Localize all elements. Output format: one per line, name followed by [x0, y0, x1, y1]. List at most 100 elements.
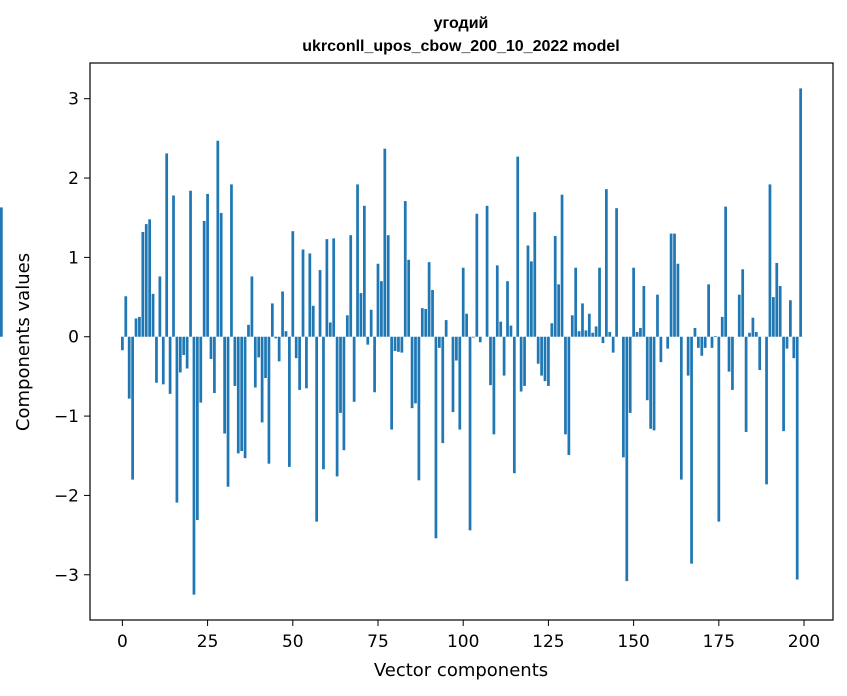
- bar-54: [305, 336, 308, 389]
- y-tick-label: −1: [54, 407, 79, 427]
- bar-68: [352, 336, 356, 402]
- bar-100: [461, 267, 465, 337]
- bar-101: [465, 313, 468, 337]
- x-axis-label: Vector components: [374, 660, 548, 681]
- bar-153: [642, 285, 646, 337]
- bar-98: [455, 336, 458, 361]
- x-tick-label: 175: [703, 632, 735, 652]
- bar-173: [710, 336, 714, 348]
- bar-191: [771, 297, 775, 337]
- bar-186: [754, 331, 758, 337]
- bar-125: [547, 336, 550, 386]
- bar-162: [673, 233, 676, 337]
- bar-149: [628, 336, 632, 413]
- x-tick-label: 125: [532, 632, 564, 652]
- x-tick-label: 0: [117, 632, 128, 652]
- bar-124: [543, 336, 547, 382]
- x-tick-label: 75: [367, 632, 389, 652]
- bar-37: [247, 324, 250, 337]
- bar-117: [519, 336, 523, 392]
- bar-22: [196, 336, 199, 521]
- bar-16: [175, 336, 179, 503]
- chart-subtitle: ukrconll_upos_cbow_200_10_2022 model: [302, 38, 619, 55]
- bar-147: [622, 336, 625, 458]
- bar-160: [666, 336, 670, 349]
- bar-152: [639, 328, 642, 337]
- bar-80: [393, 336, 397, 352]
- bar-21: [192, 336, 196, 595]
- bar-142: [604, 189, 608, 337]
- bar-169: [697, 336, 700, 348]
- bar-0: [121, 336, 124, 351]
- bar-120: [530, 261, 533, 337]
- bar-170: [700, 336, 704, 356]
- bar-179: [731, 336, 734, 390]
- bar-161: [669, 233, 673, 337]
- bar-140: [598, 267, 601, 337]
- y-tick-label: −2: [54, 486, 79, 506]
- bar-58: [318, 270, 322, 337]
- bar-75: [376, 263, 380, 337]
- bar-181: [737, 294, 741, 337]
- bar-151: [635, 331, 639, 337]
- bar-193: [778, 285, 782, 337]
- bar-14: [168, 336, 172, 394]
- bar-82: [400, 336, 404, 353]
- bar-167: [690, 336, 693, 564]
- bar-192: [775, 262, 779, 337]
- bar-74: [373, 336, 376, 393]
- bar-158: [659, 336, 663, 363]
- bar-171: [703, 336, 707, 348]
- bar-38: [250, 276, 254, 337]
- bar-13: [165, 153, 169, 337]
- bar-44: [270, 303, 274, 337]
- bar-122: [536, 336, 540, 364]
- bar-178: [727, 336, 731, 372]
- bar-168: [693, 328, 697, 337]
- bar-134: [577, 331, 581, 337]
- x-tick-label: 200: [788, 632, 820, 652]
- bar-39: [253, 336, 257, 388]
- bar-2: [127, 336, 131, 399]
- bar-undefined: [0, 207, 3, 337]
- bar-64: [339, 336, 342, 413]
- bar-105: [478, 336, 482, 343]
- bar-118: [523, 336, 526, 386]
- bar-132: [570, 315, 574, 337]
- bar-156: [652, 336, 656, 431]
- bar-174: [714, 335, 717, 337]
- bar-55: [308, 253, 312, 337]
- bar-29: [219, 212, 223, 337]
- bar-113: [506, 281, 509, 337]
- bar-198: [795, 336, 799, 580]
- bar-92: [434, 336, 438, 539]
- bar-28: [216, 140, 220, 337]
- bar-137: [587, 313, 591, 337]
- bar-133: [574, 267, 578, 337]
- bar-155: [649, 336, 653, 429]
- bar-154: [645, 336, 649, 401]
- bar-84: [407, 259, 411, 337]
- bar-83: [403, 201, 407, 337]
- bar-175: [717, 336, 721, 522]
- y-tick-label: 0: [68, 328, 79, 348]
- bar-60: [325, 239, 329, 337]
- y-tick-label: 2: [68, 169, 79, 189]
- y-tick-label: 3: [68, 90, 79, 110]
- bar-73: [369, 309, 373, 337]
- axis-ticks: 0 25 50 75 100 125 150 175 200 −3 −2 −1 0 1 2 3: [54, 90, 820, 652]
- bar-104: [475, 213, 479, 337]
- bar-148: [625, 336, 629, 582]
- bar-139: [594, 326, 598, 337]
- bar-95: [444, 320, 448, 337]
- bar-194: [782, 336, 785, 432]
- bar-20: [189, 190, 192, 337]
- bar-43: [267, 336, 271, 464]
- bar-15: [172, 195, 175, 337]
- bar-36: [243, 336, 247, 459]
- bar-87: [417, 336, 421, 481]
- bar-67: [349, 235, 353, 337]
- bar-97: [451, 336, 455, 413]
